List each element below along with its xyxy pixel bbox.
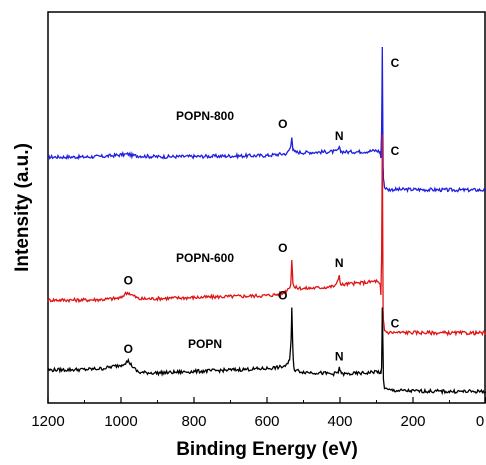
- x-tick-label: 0: [476, 413, 484, 430]
- peak-label-n: N: [335, 256, 344, 270]
- x-tick-label: 1200: [31, 413, 64, 430]
- peak-label-o: O: [278, 289, 287, 303]
- y-axis-title: Intensity (a.u.): [12, 143, 33, 272]
- x-axis-ticks: 1200 1000 800 600 400 200 0: [31, 397, 486, 430]
- series-label-popn: POPN: [188, 337, 222, 351]
- peak-label-o: O: [124, 274, 133, 288]
- peak-label-c: C: [391, 56, 400, 70]
- annotation-labels: POPN-800 O N C POPN-600 O O N C POPN O O N C: [124, 56, 400, 364]
- series-label-popn-600: POPN-600: [176, 251, 234, 265]
- series-line-popn-800: [47, 46, 486, 194]
- plot-frame: [47, 11, 486, 404]
- peak-label-o: O: [124, 342, 133, 356]
- x-tick-label: 1000: [104, 413, 137, 430]
- series-line-popn: [47, 307, 486, 396]
- x-tick-label: 200: [400, 413, 425, 430]
- peak-label-o: O: [278, 241, 287, 255]
- peak-label-n: N: [335, 129, 344, 143]
- peak-label-c: C: [391, 317, 400, 331]
- x-tick-label: 400: [327, 413, 352, 430]
- peak-label-n: N: [335, 350, 344, 364]
- x-axis-title: Binding Energy (eV): [176, 439, 358, 460]
- peak-label-o: O: [278, 117, 287, 131]
- series-line-popn-600: [47, 134, 486, 337]
- x-tick-label: 800: [181, 413, 206, 430]
- x-tick-label: 600: [254, 413, 279, 430]
- series-group: [47, 46, 486, 396]
- peak-label-c: C: [391, 144, 400, 158]
- series-label-popn-800: POPN-800: [176, 109, 234, 123]
